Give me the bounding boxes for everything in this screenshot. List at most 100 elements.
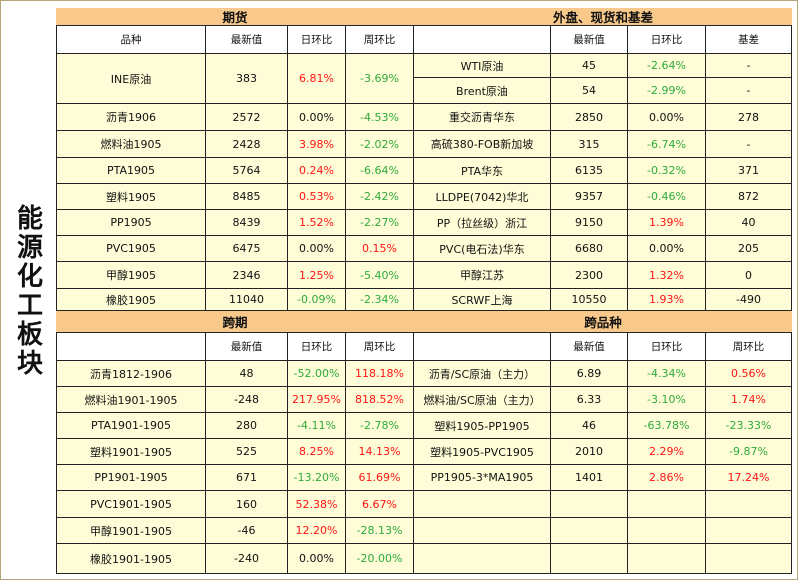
cross-row-cell: 17.24% xyxy=(706,465,792,491)
cross-row-cell: PP1905-3*MA1905 xyxy=(414,465,551,491)
cross-row-cell xyxy=(551,518,628,544)
cross-row-cell: 46 xyxy=(551,413,628,439)
cross-row-cell xyxy=(414,544,551,574)
cross-row-cell xyxy=(628,544,706,574)
cross-header-0 xyxy=(414,333,551,361)
cross-row-cell: 2010 xyxy=(551,439,628,465)
spread-header-3: 周环比 xyxy=(346,333,414,361)
futures-header-2: 日环比 xyxy=(288,26,346,54)
spread-row-cell: -13.20% xyxy=(288,465,346,491)
spread-row-cell: PTA1901-1905 xyxy=(56,413,206,439)
spot-row-cell: 872 xyxy=(706,184,792,210)
spread-row-cell: 61.69% xyxy=(346,465,414,491)
cross-header-1: 最新值 xyxy=(551,333,628,361)
spot-row-cell: SCRWF上海 xyxy=(414,289,551,311)
futures-row-cell: -2.42% xyxy=(346,184,414,210)
spread-row-cell: 燃料油1901-1905 xyxy=(56,387,206,413)
futures-row-cell: 0.00% xyxy=(288,104,346,131)
futures-row-cell: -3.69% xyxy=(346,54,414,104)
futures-row-cell: 2346 xyxy=(206,262,288,289)
futures-row-cell: 0.15% xyxy=(346,236,414,262)
spot-row-cell: 9357 xyxy=(551,184,628,210)
cross-row-cell: 1.74% xyxy=(706,387,792,413)
spot-row-cell: 重交沥青华东 xyxy=(414,104,551,131)
spread-row-cell: -46 xyxy=(206,518,288,544)
spread-row-cell: 塑料1901-1905 xyxy=(56,439,206,465)
spot-row-cell: -0.32% xyxy=(628,158,706,184)
spot-row-cell: -6.74% xyxy=(628,131,706,158)
futures-row-cell: -2.34% xyxy=(346,289,414,311)
cross-row-cell: -63.78% xyxy=(628,413,706,439)
spread-row-cell: 160 xyxy=(206,491,288,518)
cross-row-cell xyxy=(706,518,792,544)
spot-row-cell: 0 xyxy=(706,262,792,289)
cross-row-cell xyxy=(628,491,706,518)
spot-row-cell: Brent原油 xyxy=(414,78,551,104)
futures-row-cell: 1.25% xyxy=(288,262,346,289)
cross-section-title: 跨品种 xyxy=(414,311,792,333)
spot-row-cell: WTI原油 xyxy=(414,54,551,78)
cross-row-cell xyxy=(414,491,551,518)
futures-row-cell: 8439 xyxy=(206,210,288,236)
futures-row-cell: -0.09% xyxy=(288,289,346,311)
spot-row-cell: 9150 xyxy=(551,210,628,236)
spot-section-title: 外盘、现货和基差 xyxy=(414,8,792,26)
spot-row-cell: PVC(电石法)华东 xyxy=(414,236,551,262)
cross-row-cell xyxy=(628,518,706,544)
spread-row-cell: 525 xyxy=(206,439,288,465)
spot-row-cell: 甲醇江苏 xyxy=(414,262,551,289)
spread-header-1: 最新值 xyxy=(206,333,288,361)
futures-row-cell: -2.02% xyxy=(346,131,414,158)
cross-header-3: 周环比 xyxy=(706,333,792,361)
spread-row-cell: 甲醇1901-1905 xyxy=(56,518,206,544)
cross-row-cell: 沥青/SC原油（主力） xyxy=(414,361,551,387)
spread-row-cell: -248 xyxy=(206,387,288,413)
spot-row-cell: 6680 xyxy=(551,236,628,262)
spread-row-cell: 12.20% xyxy=(288,518,346,544)
spread-row-cell: 118.18% xyxy=(346,361,414,387)
spread-row-cell: 671 xyxy=(206,465,288,491)
spot-row-cell: 315 xyxy=(551,131,628,158)
futures-row-cell: 6.81% xyxy=(288,54,346,104)
futures-row-cell: -4.53% xyxy=(346,104,414,131)
cross-row-cell xyxy=(414,518,551,544)
futures-row-cell: 383 xyxy=(206,54,288,104)
cross-row-cell: 6.33 xyxy=(551,387,628,413)
spot-row-cell: PP（拉丝级）浙江 xyxy=(414,210,551,236)
spot-row-cell: 2850 xyxy=(551,104,628,131)
futures-row-cell: 燃料油1905 xyxy=(56,131,206,158)
futures-row-cell: 11040 xyxy=(206,289,288,311)
cross-row-cell: 1401 xyxy=(551,465,628,491)
cross-row-cell: 塑料1905-PP1905 xyxy=(414,413,551,439)
cross-row-cell: 燃料油/SC原油（主力） xyxy=(414,387,551,413)
spot-row-cell: PTA华东 xyxy=(414,158,551,184)
futures-row-cell: 1.52% xyxy=(288,210,346,236)
futures-row-cell: 6475 xyxy=(206,236,288,262)
spot-header-3: 基差 xyxy=(706,26,792,54)
futures-row-cell: PTA1905 xyxy=(56,158,206,184)
futures-row-cell: 2428 xyxy=(206,131,288,158)
spot-row-cell: - xyxy=(706,54,792,78)
cross-row-cell xyxy=(706,491,792,518)
spread-row-cell: -28.13% xyxy=(346,518,414,544)
futures-row-cell: 0.24% xyxy=(288,158,346,184)
cross-row-cell xyxy=(706,544,792,574)
futures-section-title: 期货 xyxy=(56,8,414,26)
cross-row-cell: 2.86% xyxy=(628,465,706,491)
futures-header-0: 品种 xyxy=(56,26,206,54)
spot-row-cell: - xyxy=(706,131,792,158)
futures-row-cell: 8485 xyxy=(206,184,288,210)
futures-row-cell: 橡胶1905 xyxy=(56,289,206,311)
spot-row-cell: LLDPE(7042)华北 xyxy=(414,184,551,210)
futures-row-cell: -2.27% xyxy=(346,210,414,236)
cross-row-cell: 6.89 xyxy=(551,361,628,387)
spot-row-cell: 371 xyxy=(706,158,792,184)
futures-row-cell: 沥青1906 xyxy=(56,104,206,131)
spread-row-cell: -52.00% xyxy=(288,361,346,387)
spread-row-cell: -240 xyxy=(206,544,288,574)
futures-row-cell: 甲醇1905 xyxy=(56,262,206,289)
spot-header-2: 日环比 xyxy=(628,26,706,54)
spread-row-cell: -20.00% xyxy=(346,544,414,574)
futures-row-cell: -5.40% xyxy=(346,262,414,289)
futures-row-cell: 3.98% xyxy=(288,131,346,158)
